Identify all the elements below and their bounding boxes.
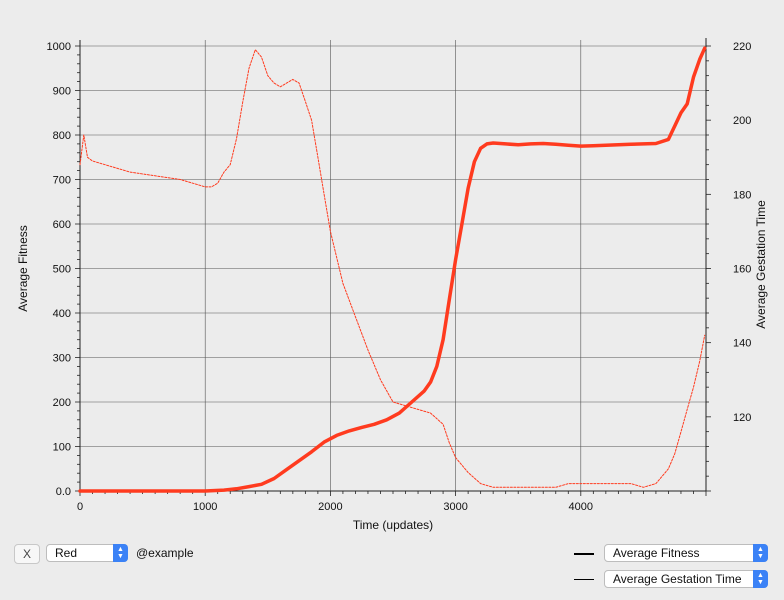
y-tick-label-right: 220 [733, 41, 751, 53]
y-tick-label-right: 140 [733, 338, 751, 350]
y-tick-label-right: 180 [733, 189, 751, 201]
primary-series-select[interactable]: Average Fitness ▲ ▼ [604, 544, 768, 562]
y-tick-label-right: 160 [733, 264, 751, 276]
chevron-updown-icon: ▲ ▼ [753, 544, 768, 562]
x-tick-label: 0 [77, 501, 83, 513]
y-axis-label-right: Average Gestation Time [754, 200, 768, 329]
y-tick-label-left: 400 [53, 308, 71, 320]
color-select-value: Red [55, 546, 78, 560]
series-average-gestation-time-line [79, 49, 706, 488]
y-tick-label-right: 200 [733, 115, 751, 127]
chart-canvas: 0 1000 2000 3000 4000 0.0 100 200 300 400 500 600 70… [16, 38, 768, 532]
chevron-updown-icon: ▲ ▼ [113, 544, 128, 562]
legend-thin-line-swatch [574, 579, 594, 580]
y-tick-label-left: 300 [53, 353, 71, 365]
y-tick-label-left: 0.0 [56, 486, 71, 498]
y-tick-label-right: 120 [733, 412, 751, 424]
x-axis-label: Time (updates) [353, 518, 433, 532]
graph-controls: X Red ▲ ▼ @example Average Fitness ▲ ▼ Ave… [0, 538, 784, 600]
chevron-updown-icon: ▲ ▼ [753, 570, 768, 588]
y-axis-label-left: Average Fitness [16, 225, 30, 312]
y-tick-label-left: 500 [53, 264, 71, 276]
y-tick-label-left: 800 [53, 130, 71, 142]
color-select[interactable]: Red ▲ ▼ [46, 544, 128, 562]
close-graph-button[interactable]: X [14, 544, 40, 564]
y-tick-label-left: 1000 [47, 41, 71, 53]
source-label: @example [136, 546, 194, 560]
y-tick-label-left: 100 [53, 442, 71, 454]
y-tick-label-left: 200 [53, 397, 71, 409]
x-tick-label: 3000 [443, 501, 467, 513]
y-tick-label-left: 700 [53, 175, 71, 187]
primary-series-select-value: Average Fitness [613, 546, 700, 560]
y-tick-label-left: 600 [53, 219, 71, 231]
x-tick-label: 2000 [318, 501, 342, 513]
x-tick-label: 1000 [193, 501, 217, 513]
series-average-fitness-line [78, 46, 707, 493]
x-tick-label: 4000 [569, 501, 593, 513]
legend-thick-line-swatch [574, 553, 594, 555]
secondary-series-select[interactable]: Average Gestation Time ▲ ▼ [604, 570, 768, 588]
chart-area: 0 1000 2000 3000 4000 0.0 100 200 300 400 500 600 70… [16, 38, 768, 532]
secondary-series-select-value: Average Gestation Time [613, 572, 742, 586]
y-tick-label-left: 900 [53, 86, 71, 98]
